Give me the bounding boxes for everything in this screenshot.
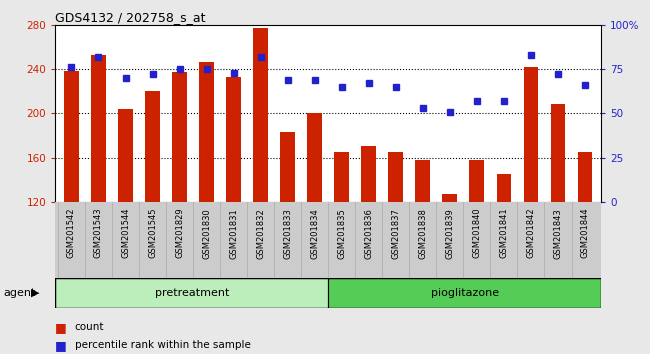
Text: GSM201841: GSM201841 <box>499 208 508 258</box>
Text: GSM201832: GSM201832 <box>256 208 265 259</box>
Bar <box>415 160 430 202</box>
Text: ■: ■ <box>55 321 67 334</box>
Text: pioglitazone: pioglitazone <box>431 288 499 298</box>
Bar <box>443 194 458 202</box>
Text: GSM201840: GSM201840 <box>473 208 482 258</box>
Bar <box>226 77 241 202</box>
Bar <box>334 152 349 202</box>
Text: GSM201836: GSM201836 <box>364 208 373 259</box>
Text: GSM201831: GSM201831 <box>229 208 238 259</box>
Text: GDS4132 / 202758_s_at: GDS4132 / 202758_s_at <box>55 11 206 24</box>
Bar <box>578 152 592 202</box>
Text: GSM201544: GSM201544 <box>121 208 130 258</box>
Text: GSM201834: GSM201834 <box>310 208 319 259</box>
Bar <box>361 147 376 202</box>
Bar <box>64 71 79 202</box>
Bar <box>389 152 403 202</box>
Text: pretreatment: pretreatment <box>155 288 229 298</box>
Text: GSM201543: GSM201543 <box>94 208 103 258</box>
Bar <box>328 278 601 308</box>
Bar <box>172 72 187 202</box>
Text: GSM201542: GSM201542 <box>67 208 76 258</box>
Text: count: count <box>75 322 104 332</box>
Text: GSM201833: GSM201833 <box>283 208 292 259</box>
Bar <box>91 55 106 202</box>
Bar <box>254 28 268 202</box>
Bar <box>307 113 322 202</box>
Bar <box>497 174 512 202</box>
Text: GSM201835: GSM201835 <box>337 208 346 259</box>
Bar <box>145 91 160 202</box>
Text: GSM201837: GSM201837 <box>391 208 400 259</box>
Text: agent: agent <box>3 288 36 298</box>
Text: GSM201843: GSM201843 <box>554 208 562 259</box>
Bar <box>55 278 328 308</box>
Text: GSM201545: GSM201545 <box>148 208 157 258</box>
Bar <box>551 104 566 202</box>
Bar <box>523 67 538 202</box>
Bar <box>469 160 484 202</box>
Text: GSM201829: GSM201829 <box>175 208 184 258</box>
Text: GSM201839: GSM201839 <box>445 208 454 259</box>
Text: GSM201844: GSM201844 <box>580 208 590 258</box>
Text: GSM201842: GSM201842 <box>526 208 536 258</box>
Bar <box>118 109 133 202</box>
Text: GSM201830: GSM201830 <box>202 208 211 259</box>
Text: percentile rank within the sample: percentile rank within the sample <box>75 340 251 350</box>
Text: ▶: ▶ <box>31 288 40 298</box>
Bar <box>280 132 295 202</box>
Bar <box>199 62 214 202</box>
Text: GSM201838: GSM201838 <box>419 208 427 259</box>
Text: ■: ■ <box>55 339 67 352</box>
